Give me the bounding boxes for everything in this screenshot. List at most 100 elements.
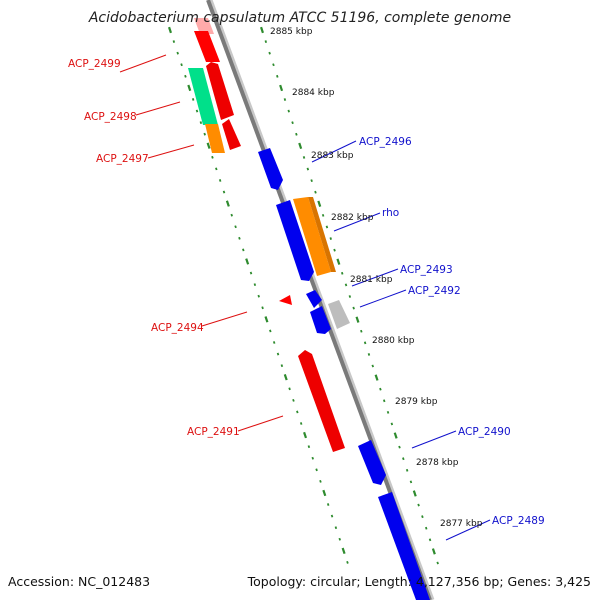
gene-acp-2494[interactable] bbox=[279, 295, 292, 305]
major-tick bbox=[317, 200, 322, 207]
minor-tick bbox=[390, 422, 394, 426]
major-tick bbox=[341, 547, 346, 555]
minor-tick bbox=[238, 236, 241, 240]
minor-tick bbox=[326, 503, 330, 506]
minor-tick bbox=[172, 40, 176, 43]
minor-tick bbox=[436, 561, 439, 565]
gene-label-acp-2494[interactable]: ACP_2494 bbox=[151, 322, 204, 334]
kbp-label: 2878 kbp bbox=[416, 458, 459, 468]
gene-label-acp-2491[interactable]: ACP_2491 bbox=[187, 426, 240, 438]
leader-acp-2497 bbox=[147, 144, 195, 159]
right-tick-strand bbox=[260, 26, 439, 565]
gene-label-acp-2492[interactable]: ACP_2492 bbox=[408, 285, 461, 297]
major-tick bbox=[206, 142, 211, 149]
minor-tick bbox=[291, 121, 294, 125]
major-tick bbox=[279, 84, 284, 92]
minor-tick bbox=[307, 445, 311, 449]
minor-tick bbox=[249, 271, 253, 275]
gene-acp-2493[interactable] bbox=[306, 290, 322, 308]
kbp-label: 2882 kbp bbox=[331, 213, 374, 223]
minor-tick bbox=[386, 410, 390, 414]
gene-label-acp-2489[interactable]: ACP_2489 bbox=[492, 515, 545, 527]
minor-tick bbox=[191, 98, 195, 101]
gene-acp-2492-gray[interactable] bbox=[328, 300, 350, 329]
gene-label-acp-2498[interactable]: ACP_2498 bbox=[84, 111, 137, 123]
major-tick bbox=[283, 374, 288, 381]
minor-tick bbox=[272, 341, 276, 344]
minor-tick bbox=[176, 51, 179, 55]
kbp-label: 2883 kbp bbox=[311, 151, 354, 161]
minor-tick bbox=[340, 271, 344, 275]
major-tick bbox=[355, 316, 360, 323]
minor-tick bbox=[421, 515, 424, 519]
gene-acp-2497-red[interactable] bbox=[222, 119, 241, 150]
minor-tick bbox=[425, 526, 428, 530]
major-tick bbox=[336, 258, 341, 265]
minor-tick bbox=[180, 63, 183, 67]
minor-tick bbox=[287, 109, 290, 113]
minor-tick bbox=[280, 364, 284, 368]
minor-tick bbox=[344, 283, 348, 287]
minor-tick bbox=[257, 294, 260, 298]
gene-label-acp-2493[interactable]: ACP_2493 bbox=[400, 264, 453, 276]
gene-track-plus bbox=[258, 148, 430, 600]
gene-acp-2492[interactable] bbox=[310, 306, 331, 334]
minor-tick bbox=[222, 190, 226, 194]
gene-label-rho[interactable]: rho bbox=[382, 207, 399, 219]
minor-tick bbox=[242, 248, 245, 252]
minor-tick bbox=[398, 445, 401, 449]
gene-acp-2498[interactable] bbox=[188, 68, 218, 125]
gene-acp-2489[interactable] bbox=[378, 492, 430, 600]
minor-tick bbox=[314, 190, 317, 194]
minor-tick bbox=[230, 213, 233, 217]
minor-tick bbox=[211, 155, 214, 159]
minor-tick bbox=[195, 109, 199, 113]
leader-acp-2492 bbox=[359, 289, 407, 308]
gene-acp-2498-red[interactable] bbox=[206, 62, 234, 120]
gene-label-acp-2499[interactable]: ACP_2499 bbox=[68, 58, 121, 70]
minor-tick bbox=[203, 132, 206, 136]
minor-tick bbox=[311, 456, 314, 460]
minor-tick bbox=[363, 341, 367, 345]
gene-acp-2490[interactable] bbox=[358, 440, 386, 485]
minor-tick bbox=[402, 457, 405, 461]
gene-acp-2496[interactable] bbox=[258, 148, 283, 190]
minor-tick bbox=[352, 306, 355, 310]
leader-acp-2494 bbox=[201, 311, 248, 327]
label-leaders bbox=[119, 54, 491, 541]
major-tick bbox=[412, 490, 417, 497]
left-tick-strand bbox=[168, 26, 349, 564]
gene-acp-2497[interactable] bbox=[205, 124, 225, 153]
major-tick bbox=[187, 84, 192, 92]
gene-acp-2495[interactable] bbox=[276, 200, 314, 281]
gene-acp-2499[interactable] bbox=[194, 31, 220, 62]
gene-acp-2491[interactable] bbox=[298, 350, 345, 452]
gene-labels: ACP_2499 ACP_2498 ACP_2497 ACP_2494 ACP_… bbox=[68, 58, 545, 527]
minor-tick bbox=[296, 410, 299, 414]
gene-acp-2499-fade[interactable] bbox=[194, 18, 214, 34]
gene-label-acp-2497[interactable]: ACP_2497 bbox=[96, 153, 149, 165]
kbp-labels: 2885 kbp 2884 kbp 2883 kbp 2882 kbp 2881… bbox=[270, 27, 483, 529]
minor-tick bbox=[330, 514, 334, 518]
kbp-label: 2879 kbp bbox=[395, 397, 438, 407]
major-tick bbox=[264, 316, 269, 323]
gene-label-acp-2490[interactable]: ACP_2490 bbox=[458, 426, 511, 438]
minor-tick bbox=[283, 98, 287, 101]
minor-tick bbox=[268, 51, 271, 55]
major-tick bbox=[374, 374, 379, 381]
major-tick bbox=[393, 432, 398, 439]
kbp-label: 2880 kbp bbox=[372, 336, 415, 346]
gene-label-acp-2496[interactable]: ACP_2496 bbox=[359, 136, 412, 148]
minor-tick bbox=[288, 387, 291, 391]
minor-tick bbox=[348, 295, 352, 298]
major-tick bbox=[298, 142, 303, 150]
diagram-title: Acidobacterium capsulatum ATCC 51196, co… bbox=[88, 10, 511, 26]
minor-tick bbox=[276, 352, 280, 356]
minor-tick bbox=[333, 248, 336, 252]
major-tick bbox=[225, 200, 230, 207]
minor-tick bbox=[371, 364, 374, 368]
gene-rho[interactable] bbox=[293, 197, 331, 276]
minor-tick bbox=[234, 225, 237, 229]
